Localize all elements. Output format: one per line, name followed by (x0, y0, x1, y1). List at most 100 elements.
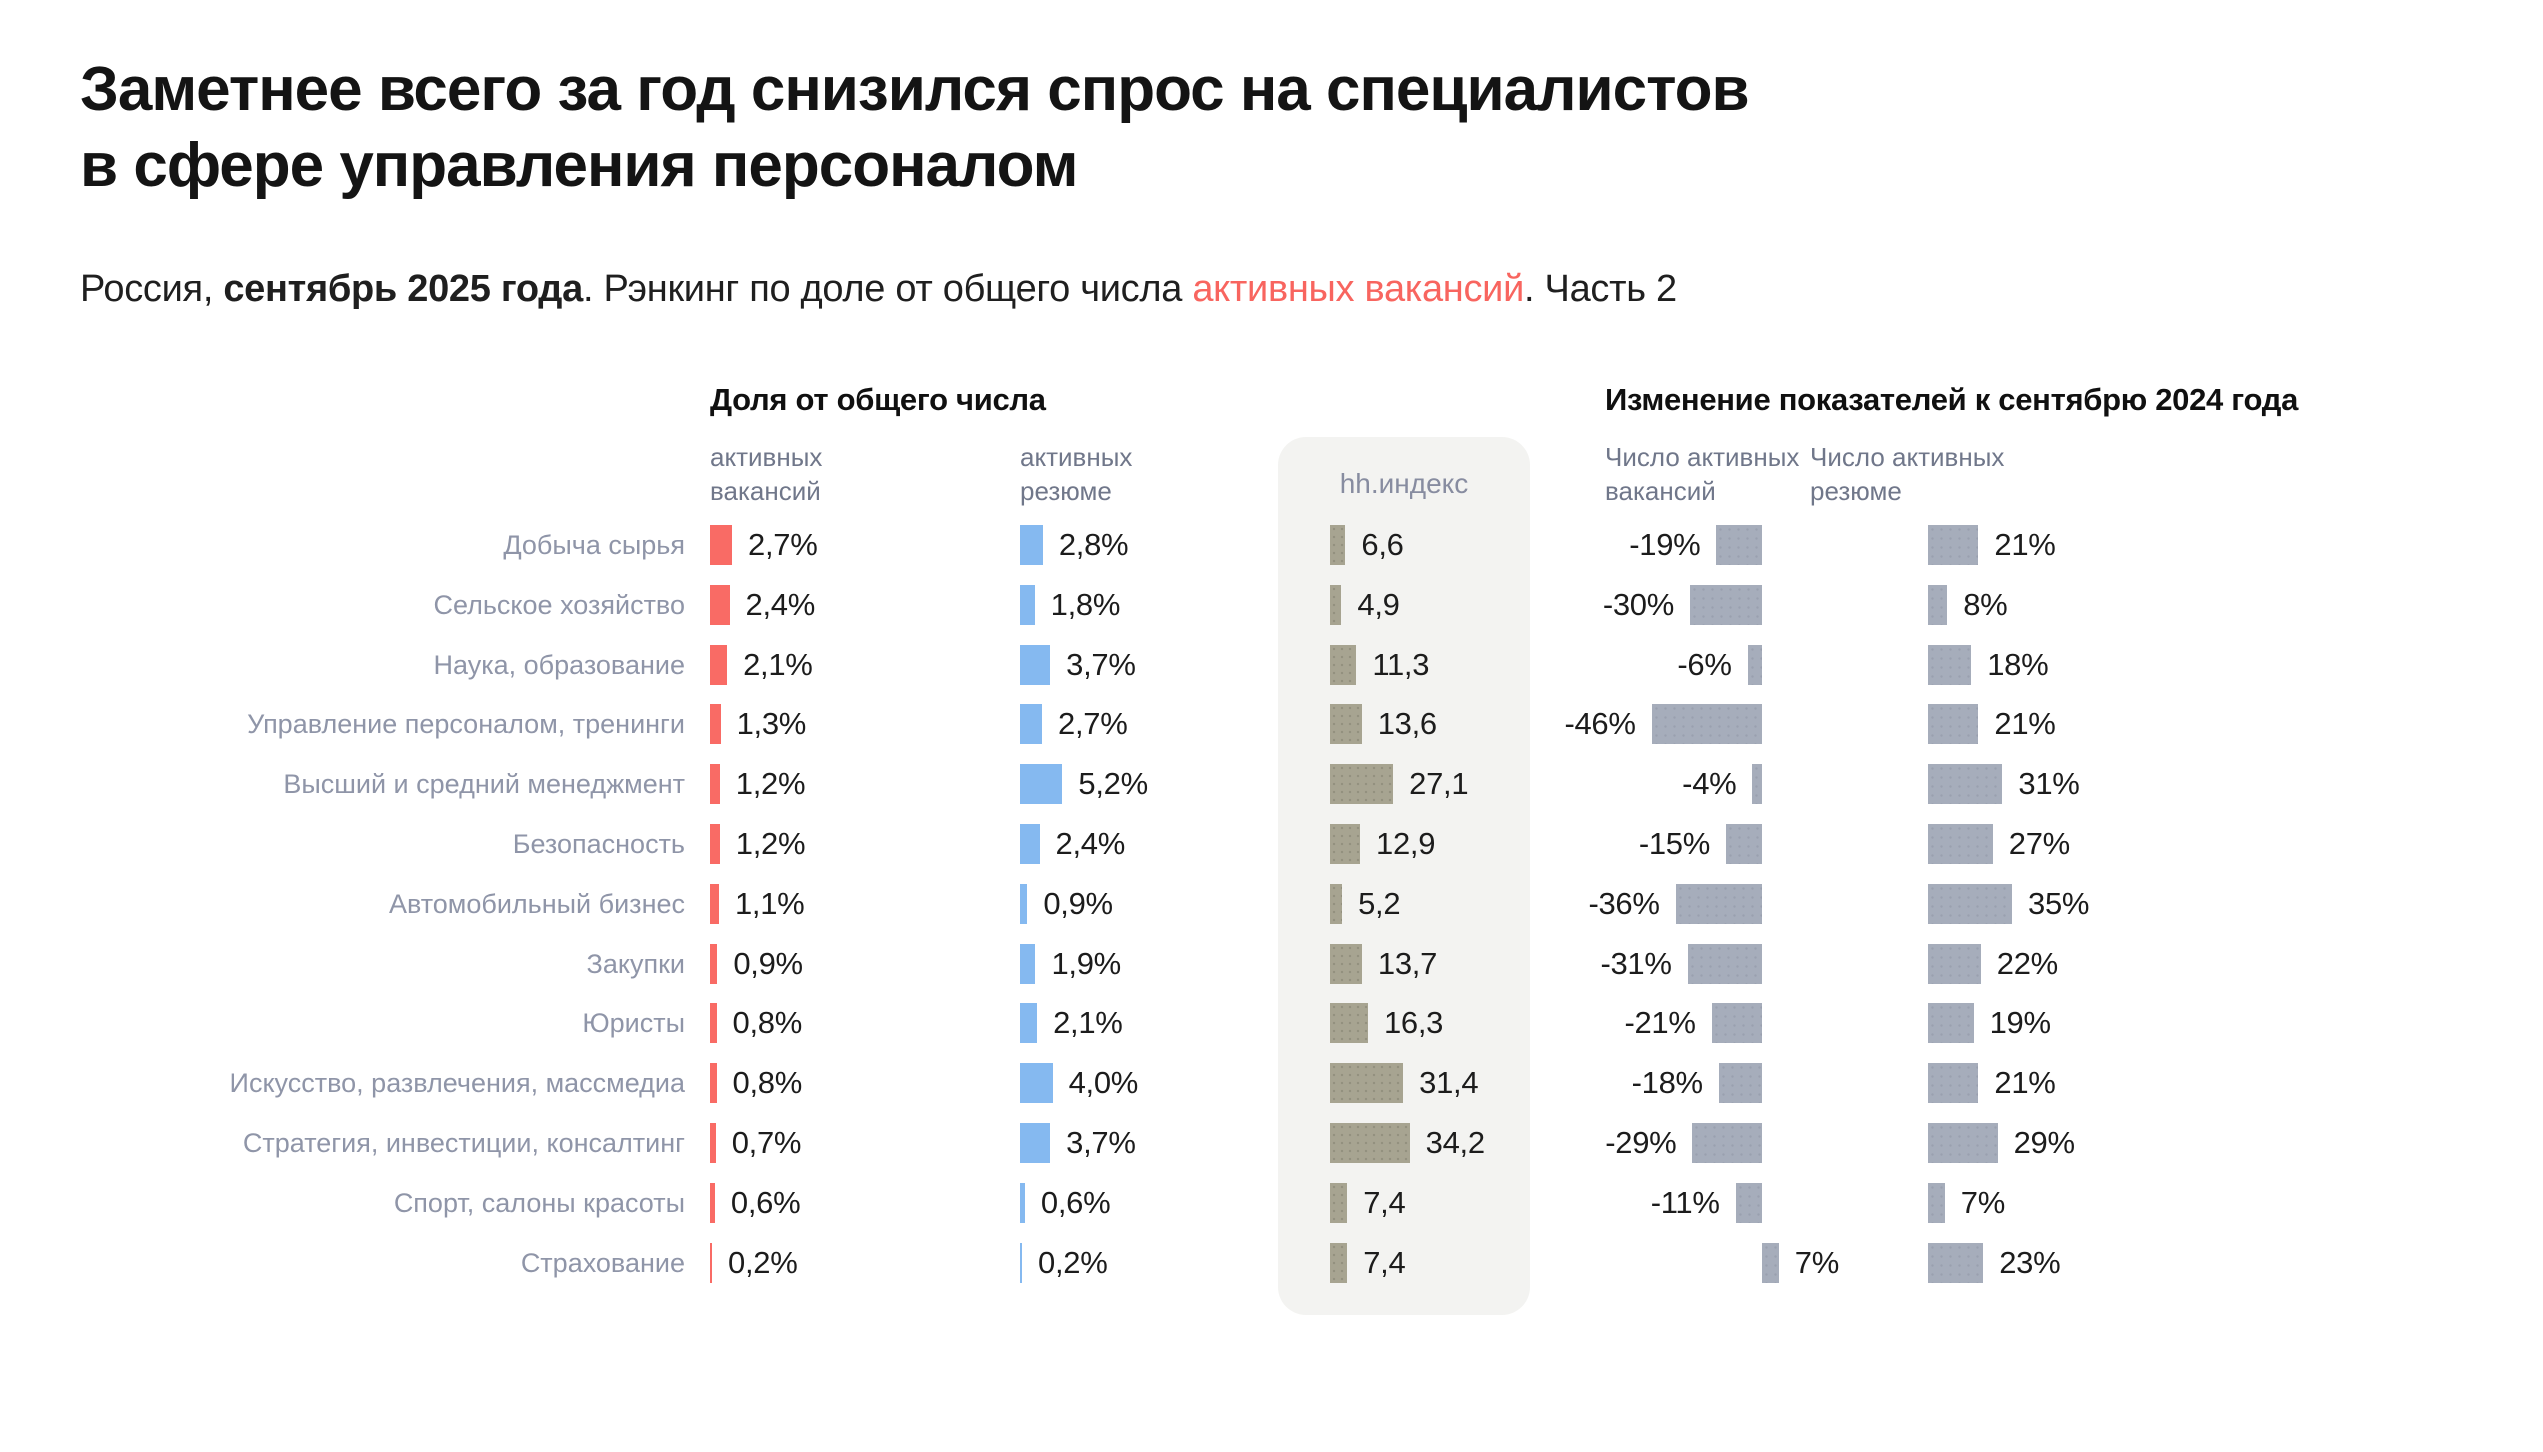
category-label: Закупки (586, 949, 685, 979)
hh-index-value: 16,3 (1383, 1005, 1444, 1040)
vacancy-change-value: -19% (1629, 527, 1701, 562)
vacancy-share-bar (710, 884, 719, 924)
resume-share-bar (1020, 764, 1063, 804)
resume-share-bar (1020, 525, 1043, 565)
change-section-header: Изменение показателей к сентябрю 2024 го… (1605, 382, 2299, 417)
vacancy-share-bar (710, 585, 730, 625)
hh-index-bar (1330, 525, 1346, 565)
table-row: Закупки 0,9% 1,9% 13,7 -31% 22% (0, 934, 2543, 994)
resume-share-value: 2,7% (1058, 706, 1128, 741)
resume-change-value: 27% (2008, 826, 2070, 861)
resume-change-bar (1928, 1123, 1998, 1163)
resume-share-value: 4,0% (1068, 1065, 1139, 1100)
resume-change-bar (1928, 1183, 1945, 1223)
category-label: Управление персоналом, тренинги (247, 709, 685, 739)
vacancy-change-bar (1735, 1183, 1762, 1223)
resume-change-value: 19% (1989, 1005, 2051, 1040)
resume-change-value: 21% (1994, 1065, 2056, 1100)
vacancy-change-bar (1747, 645, 1762, 685)
resume-change-value: 23% (1999, 1245, 2061, 1280)
change-vacancies-column-header: Число активных вакансий (1605, 442, 1800, 506)
resume-share-bar (1020, 884, 1028, 924)
hh-index-value: 5,2 (1358, 886, 1401, 921)
share-vacancies-column-header: активных вакансий (710, 442, 823, 506)
resume-share-bar (1020, 944, 1036, 984)
resume-change-value: 21% (1994, 527, 2056, 562)
category-label: Высший и средний менеджмент (283, 769, 685, 799)
vacancy-change-bar (1762, 1243, 1779, 1283)
vacancy-change-bar (1687, 944, 1762, 984)
vacancy-share-bar (710, 525, 732, 565)
table-row: Юристы 0,8% 2,1% 16,3 -21% 19% (0, 993, 2543, 1053)
vacancy-share-bar (710, 1123, 716, 1163)
vacancy-change-value: -11% (1650, 1185, 1720, 1220)
hh-index-bar (1330, 1063, 1404, 1103)
vacancy-change-bar (1711, 1003, 1762, 1043)
table-row: Спорт, салоны красоты 0,6% 0,6% 7,4 -11% 7% (0, 1173, 2543, 1233)
category-label: Добыча сырья (503, 530, 685, 560)
table-row: Сельское хозяйство 2,4% 1,8% 4,9 -30% 8% (0, 575, 2543, 635)
vacancy-change-bar (1692, 1123, 1762, 1163)
hh-index-bar (1330, 585, 1342, 625)
resume-share-bar (1020, 824, 1040, 864)
table-row: Добыча сырья 2,7% 2,8% 6,6 -19% 21% (0, 515, 2543, 575)
resume-share-value: 3,7% (1066, 647, 1136, 682)
vacancy-share-bar (710, 764, 720, 804)
subtitle-part3: . Рэнкинг по доле от общего числа (582, 268, 1193, 310)
resume-change-value: 21% (1994, 706, 2056, 741)
vacancy-change-value: -4% (1682, 766, 1737, 801)
vacancy-change-bar (1718, 1063, 1762, 1103)
hh-index-bar (1330, 944, 1362, 984)
resume-share-bar (1020, 645, 1051, 685)
vacancy-share-value: 2,1% (743, 647, 813, 682)
vacancy-change-value: -15% (1638, 826, 1710, 861)
hh-index-value: 34,2 (1425, 1125, 1485, 1160)
category-label: Стратегия, инвестиции, консалтинг (242, 1128, 685, 1158)
hh-index-column-header: hh.индекс (1339, 468, 1469, 499)
resume-share-value: 0,2% (1038, 1245, 1108, 1280)
vacancy-share-bar (710, 645, 728, 685)
vacancy-change-value: 7% (1794, 1245, 1840, 1280)
hh-index-value: 11,3 (1372, 647, 1430, 682)
resume-change-value: 29% (2013, 1125, 2075, 1160)
share-section-header: Доля от общего числа (710, 382, 1046, 417)
page-subtitle: Россия, сентябрь 2025 года. Рэнкинг по д… (80, 268, 1677, 311)
resume-change-bar (1928, 944, 1981, 984)
hh-index-bar (1330, 884, 1343, 924)
vacancy-share-value: 0,8% (732, 1065, 803, 1100)
vacancy-share-bar (710, 1183, 715, 1223)
category-label: Спорт, салоны красоты (393, 1188, 685, 1218)
subtitle-part1: Россия, (80, 268, 224, 310)
resume-change-bar (1928, 1003, 1974, 1043)
resume-change-value: 18% (1987, 647, 2049, 682)
category-label: Искусство, развлечения, массмедиа (229, 1068, 685, 1098)
resume-change-bar (1928, 824, 1993, 864)
hh-index-value: 12,9 (1376, 826, 1436, 861)
resume-share-bar (1020, 1003, 1038, 1043)
category-label: Страхование (520, 1248, 685, 1278)
vacancy-change-bar (1651, 704, 1762, 744)
vacancy-share-value: 1,3% (736, 706, 807, 741)
vacancy-change-bar (1716, 525, 1762, 565)
subtitle-part5: . Часть 2 (1524, 268, 1677, 310)
vacancy-share-value: 2,4% (745, 587, 816, 622)
vacancy-change-value: -46% (1564, 706, 1636, 741)
category-label: Наука, образование (433, 650, 685, 680)
hh-index-bar (1330, 645, 1357, 685)
vacancy-share-value: 2,7% (748, 527, 818, 562)
category-label: Безопасность (512, 829, 685, 859)
vacancy-share-value: 1,2% (735, 826, 806, 861)
vacancy-share-value: 0,9% (733, 946, 803, 981)
resume-change-bar (1928, 1063, 1979, 1103)
resume-share-value: 1,8% (1050, 587, 1121, 622)
page-title-line2: в сфере управления персоналом (80, 131, 1078, 200)
vacancy-share-bar (710, 1003, 717, 1043)
resume-change-bar (1928, 764, 2003, 804)
table-row: Искусство, развлечения, массмедиа 0,8% 4,0… (0, 1053, 2543, 1113)
resume-change-bar (1928, 645, 1972, 685)
vacancy-share-bar (710, 944, 718, 984)
hh-index-value: 7,4 (1363, 1185, 1406, 1220)
page-title: Заметнее всего за год снизился спрос на … (80, 52, 1750, 204)
hh-index-bar (1330, 824, 1361, 864)
